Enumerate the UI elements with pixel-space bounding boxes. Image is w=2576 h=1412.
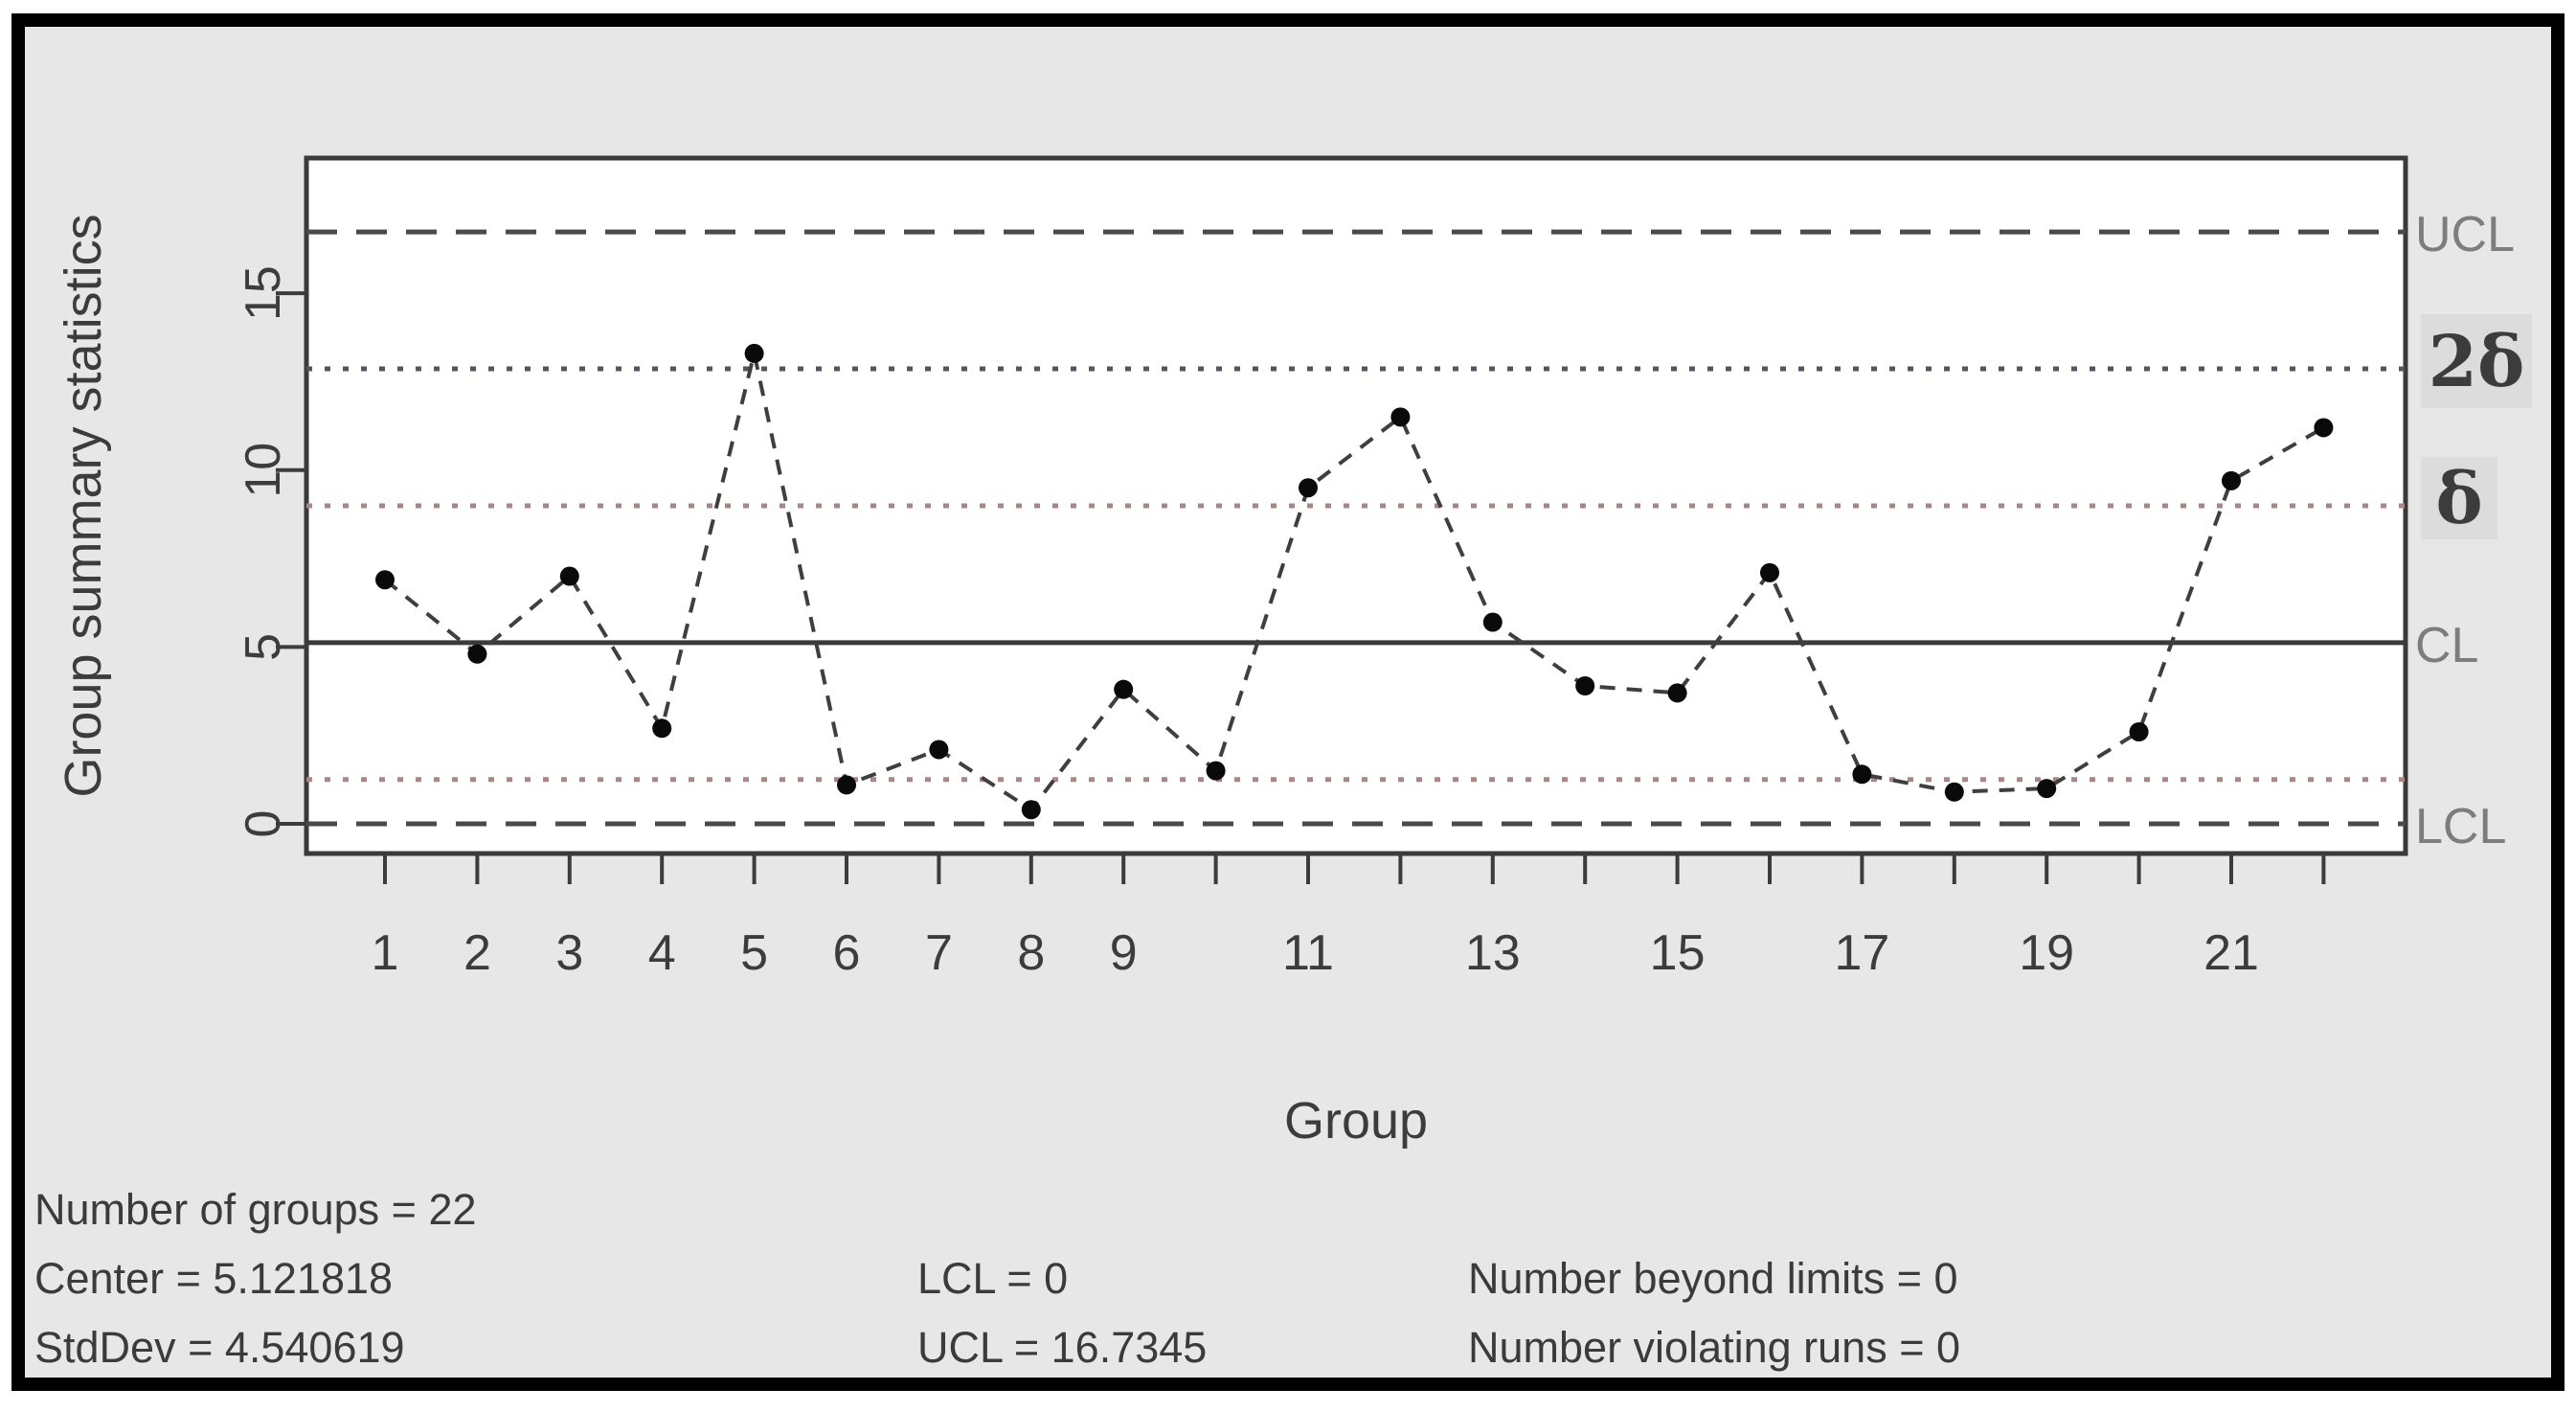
data-point (744, 343, 764, 363)
x-axis-ticks-group: 1 2 3 4 5 6 7 8 9 11 13 15 17 19 21 (372, 854, 2326, 981)
reference-lines-group (306, 229, 2406, 827)
stats-ucl: UCL = 16.7345 (917, 1323, 1208, 1372)
x-tick-label: 21 (2203, 925, 2259, 981)
x-tick-label: 1 (372, 925, 399, 981)
x-tick-label: 8 (1017, 925, 1045, 981)
y-tick-label: 5 (236, 633, 291, 661)
y-tick-label: 15 (236, 265, 291, 321)
x-axis-title: Group (1284, 1092, 1428, 1150)
data-point (1482, 612, 1503, 632)
limit-label-lcl: LCL (2415, 799, 2506, 854)
y-tick-label: 10 (236, 443, 291, 498)
stats-lcl: LCL = 0 (917, 1254, 1069, 1303)
data-point (1021, 800, 1041, 820)
sigma-label-box-two-delta (2421, 314, 2532, 409)
x-tick-label: 13 (1465, 925, 1521, 981)
limit-label-cl: CL (2415, 618, 2478, 673)
stats-number-of-groups: Number of groups = 22 (34, 1185, 477, 1234)
sigma-label-two-delta: 2δ (2429, 321, 2525, 403)
data-line (383, 353, 2325, 812)
data-point (1667, 683, 1687, 703)
data-series-group (375, 343, 2334, 820)
data-point (1575, 675, 1595, 695)
x-tick-label: 9 (1110, 925, 1138, 981)
data-point (1760, 562, 1779, 582)
x-tick-label: 11 (1282, 925, 1334, 981)
data-point (2222, 470, 2241, 490)
data-point (1114, 679, 1134, 699)
sigma-label-delta-upper: δ (2435, 458, 2482, 540)
data-point (1944, 782, 1964, 802)
sigma-label-box-delta-upper (2421, 456, 2497, 539)
data-point (652, 718, 672, 739)
data-point (375, 570, 395, 590)
y-axis-ticks-group: 0 5 10 15 (236, 265, 306, 837)
stats-violating-runs: Number violating runs = 0 (1468, 1323, 1961, 1372)
data-point (929, 740, 949, 760)
data-point (467, 644, 487, 664)
data-point (2314, 418, 2334, 438)
stats-center: Center = 5.121818 (34, 1254, 394, 1303)
data-point (1299, 478, 1318, 498)
x-tick-label: 6 (833, 925, 861, 981)
data-point (559, 566, 579, 586)
y-axis-title: Group summary statistics (55, 214, 112, 797)
x-tick-label: 7 (925, 925, 953, 981)
limit-labels-group: UCL 2δ δ CL LCL (2415, 207, 2532, 854)
data-point (837, 775, 856, 795)
limit-label-ucl: UCL (2415, 207, 2515, 262)
stats-beyond-limits: Number beyond limits = 0 (1468, 1254, 1958, 1303)
data-point (2037, 779, 2057, 799)
data-point (1390, 407, 1411, 427)
x-tick-label: 2 (463, 925, 491, 981)
x-tick-label: 3 (555, 925, 583, 981)
x-tick-label: 19 (2019, 925, 2074, 981)
x-tick-label: 5 (740, 925, 768, 981)
data-point (2129, 721, 2149, 741)
y-tick-label: 0 (236, 810, 291, 838)
x-tick-label: 17 (1834, 925, 1889, 981)
data-point (1852, 764, 1872, 785)
data-point (1206, 761, 1226, 781)
x-tick-label: 15 (1650, 925, 1706, 981)
x-tick-label: 4 (648, 925, 676, 981)
stats-stddev: StdDev = 4.540619 (34, 1323, 405, 1372)
